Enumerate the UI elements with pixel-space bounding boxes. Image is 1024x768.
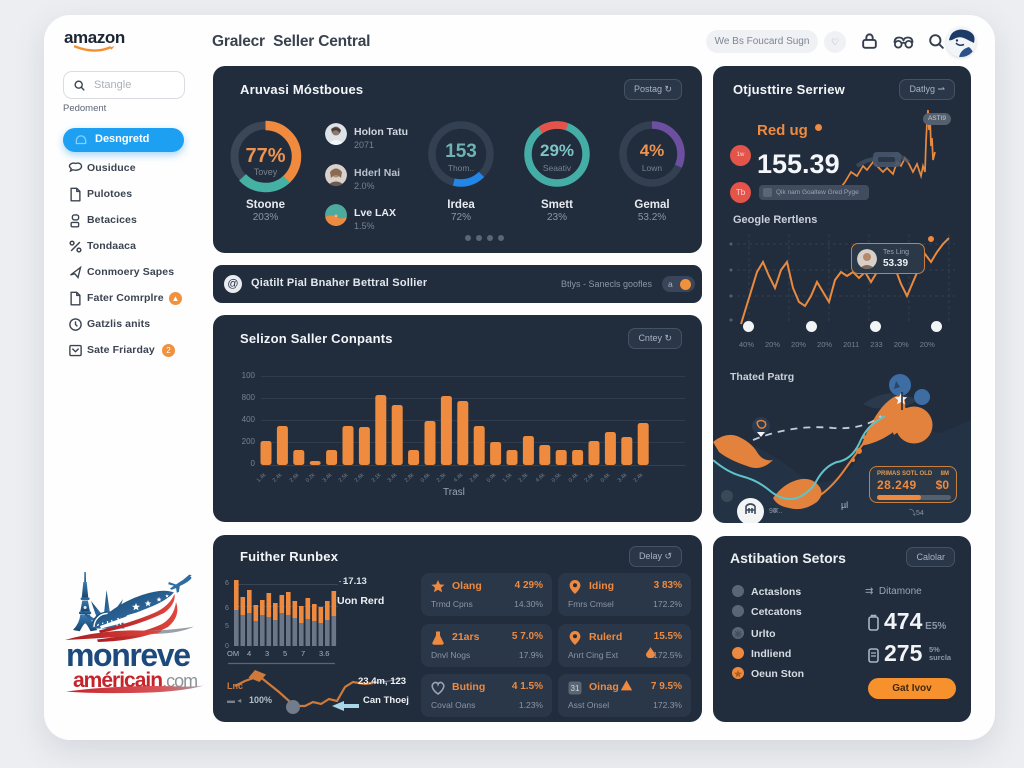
svg-text:OM: OM [227,649,239,658]
svg-text:4: 4 [247,649,251,658]
svg-text:3.6: 3.6 [319,649,329,658]
svg-text:0.9k: 0.9k [486,472,498,484]
svg-text:3: 3 [265,649,269,658]
svg-text:5: 5 [283,649,287,658]
svg-text:2.6k: 2.6k [469,472,481,484]
svg-text:2.8k: 2.8k [404,472,416,484]
svg-text:2.6k: 2.6k [289,472,301,484]
svg-text:2.5k: 2.5k [338,472,350,484]
svg-text:2.3k: 2.3k [518,472,530,484]
svg-text:0.6k: 0.6k [600,472,612,484]
svg-text:monreve: monreve [66,637,190,673]
svg-text:2.1k: 2.1k [371,472,383,484]
svg-text:5: 5 [225,623,229,630]
svg-text:4.6k: 4.6k [535,472,547,484]
svg-text:3.4k: 3.4k [387,472,399,484]
svg-text:2.6k: 2.6k [584,472,596,484]
svg-text:31: 31 [571,684,580,693]
svg-text:0: 0 [225,643,229,650]
svg-text:7: 7 [301,649,305,658]
svg-text:0.5k: 0.5k [551,472,563,484]
svg-text:3.4k: 3.4k [617,472,629,484]
svg-text:1.5k: 1.5k [502,472,514,484]
svg-text:0.4k: 0.4k [568,472,580,484]
svg-text:3.4k: 3.4k [322,472,334,484]
svg-text:µl: µl [841,500,848,510]
svg-text:2.6k: 2.6k [354,472,366,484]
svg-text:2.4k: 2.4k [272,472,284,484]
svg-text:εr: εr [773,507,779,514]
svg-text:0.6k: 0.6k [420,472,432,484]
svg-text:4.4k: 4.4k [453,472,465,484]
svg-text:0.2k: 0.2k [305,472,317,484]
svg-text:6: 6 [225,580,229,587]
svg-text:2.4k: 2.4k [633,472,645,484]
svg-text:1.4k: 1.4k [256,472,268,484]
svg-text:6: 6 [225,605,229,612]
svg-text:2.3k: 2.3k [436,472,448,484]
